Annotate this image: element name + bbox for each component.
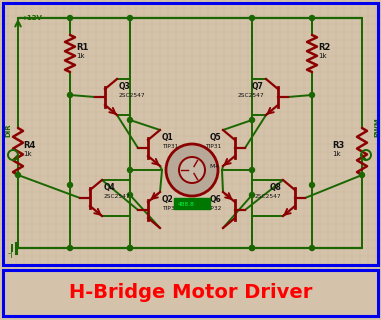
Text: R2: R2 — [318, 43, 330, 52]
Text: TIP31: TIP31 — [162, 144, 178, 149]
Circle shape — [67, 245, 72, 251]
Text: PWM: PWM — [374, 117, 380, 137]
Circle shape — [250, 117, 255, 123]
Circle shape — [250, 193, 255, 197]
Circle shape — [67, 92, 72, 98]
Text: 2SC2547: 2SC2547 — [255, 194, 281, 199]
Text: TIP31: TIP31 — [205, 144, 221, 149]
Bar — [3, 270, 378, 316]
Text: TIP32: TIP32 — [205, 206, 221, 211]
Text: Q3: Q3 — [119, 82, 131, 91]
Text: -|: -| — [8, 249, 14, 258]
Circle shape — [309, 245, 314, 251]
Text: Q4: Q4 — [104, 183, 116, 192]
Circle shape — [16, 172, 21, 178]
Circle shape — [360, 172, 365, 178]
Circle shape — [67, 182, 72, 188]
Text: R3: R3 — [332, 140, 344, 149]
Text: 1k: 1k — [76, 52, 85, 59]
Text: TIP32: TIP32 — [162, 206, 178, 211]
Circle shape — [250, 245, 255, 251]
Circle shape — [309, 182, 314, 188]
Circle shape — [128, 15, 133, 20]
Text: Q8: Q8 — [269, 183, 281, 192]
Text: H-Bridge Motor Driver: H-Bridge Motor Driver — [69, 284, 312, 302]
Text: R1: R1 — [76, 43, 88, 52]
Text: 488.8: 488.8 — [178, 202, 195, 207]
Text: 1k: 1k — [23, 150, 32, 156]
Text: 2SC2547: 2SC2547 — [119, 93, 146, 98]
Text: 2SC2547: 2SC2547 — [104, 194, 131, 199]
Text: Q5: Q5 — [210, 133, 221, 142]
Circle shape — [309, 92, 314, 98]
Circle shape — [128, 245, 133, 251]
Text: Q1: Q1 — [162, 133, 174, 142]
Text: Q7: Q7 — [252, 82, 264, 91]
Text: 1k: 1k — [318, 52, 327, 59]
Text: DIR: DIR — [5, 124, 11, 137]
Text: +12V: +12V — [21, 15, 42, 21]
Circle shape — [128, 245, 133, 251]
Circle shape — [67, 15, 72, 20]
Bar — [174, 198, 210, 209]
Circle shape — [250, 245, 255, 251]
Text: 2SC2547: 2SC2547 — [237, 93, 264, 98]
Text: 1k: 1k — [332, 150, 341, 156]
Circle shape — [309, 15, 314, 20]
Text: R4: R4 — [23, 140, 35, 149]
Text: Q2: Q2 — [162, 195, 174, 204]
Circle shape — [179, 157, 205, 183]
Circle shape — [128, 167, 133, 172]
Text: M+: M+ — [209, 164, 219, 169]
Circle shape — [250, 15, 255, 20]
Circle shape — [166, 144, 218, 196]
Circle shape — [128, 117, 133, 123]
Bar — [3, 3, 378, 265]
Circle shape — [250, 167, 255, 172]
Circle shape — [128, 193, 133, 197]
Text: Q6: Q6 — [209, 195, 221, 204]
